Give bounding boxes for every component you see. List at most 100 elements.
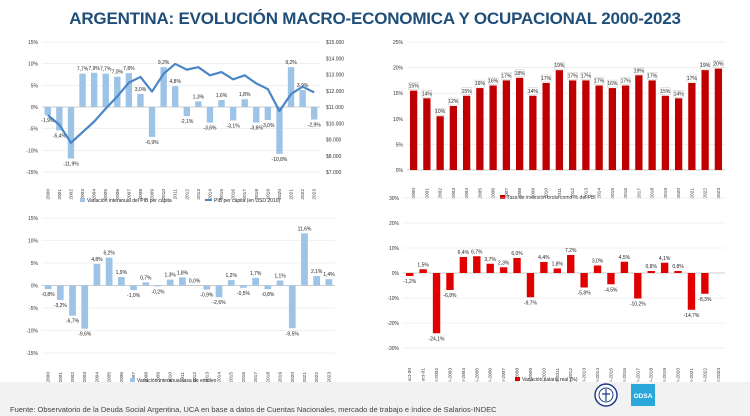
- bar: [486, 263, 494, 273]
- bar: [179, 277, 186, 286]
- x-tick-label: 2013: [196, 189, 202, 200]
- data-label: -11,9%: [63, 162, 79, 168]
- x-tick-label: 2008: [143, 372, 149, 383]
- data-label: 7,2%: [565, 248, 577, 254]
- data-label: -6,7%: [66, 319, 80, 325]
- data-label: 1,8%: [177, 270, 189, 276]
- x-tick-label: 2021: [689, 188, 695, 199]
- x-tick-label: II-2005: [474, 368, 480, 383]
- data-label: 6,4%: [458, 250, 470, 256]
- x-tick-label: II-2004: [461, 368, 467, 383]
- data-label: 18%: [515, 71, 526, 77]
- y-right-tick-label: $8.000: [326, 154, 342, 160]
- data-label-box: [686, 74, 697, 83]
- y-tick-label: -15%: [26, 351, 38, 357]
- x-tick-label: 2010: [161, 189, 167, 200]
- bar: [90, 72, 98, 107]
- x-tick-label: 2003: [451, 188, 457, 199]
- bar: [56, 107, 63, 131]
- series-line-pib-usd: [47, 62, 315, 144]
- bar: [449, 106, 458, 170]
- x-tick-label: 2014: [597, 188, 603, 199]
- x-tick-label: I-2003: [447, 368, 453, 382]
- bar: [183, 107, 190, 117]
- bar: [529, 95, 537, 170]
- bar: [195, 101, 202, 107]
- data-label: -9,5%: [286, 331, 300, 337]
- legend-label: Variación salario real (%): [522, 377, 578, 383]
- chart-tasa-empleo: 15% 10% 5% 0% -5% -10% -15% -0,8% -3,2% -6,7% -9,6…: [26, 216, 335, 384]
- data-label: 7,8%: [123, 66, 135, 72]
- y-tick-label: -10%: [387, 296, 399, 302]
- data-label-box: [448, 97, 459, 106]
- data-label: 19%: [700, 63, 711, 69]
- x-tick-label: 2009: [530, 188, 536, 199]
- bar: [299, 90, 306, 107]
- bar: [276, 280, 284, 286]
- svg-text:ODSA: ODSA: [634, 393, 653, 400]
- x-tick-label: II-2008: [515, 368, 521, 383]
- x-tick-label: II-2007: [501, 368, 507, 383]
- bar: [701, 70, 709, 170]
- data-label: 7,0%: [112, 70, 124, 76]
- y-tick-label: 10%: [28, 62, 39, 68]
- legend-label: Variación interanual del PIB per cápita: [87, 198, 172, 204]
- bar: [206, 107, 214, 123]
- data-label: -14,7%: [684, 313, 700, 319]
- x-tick-label: 2020: [676, 188, 682, 199]
- bar: [634, 273, 642, 299]
- data-label: -3,2%: [54, 303, 68, 309]
- bar: [499, 267, 508, 273]
- data-label: 15%: [462, 89, 473, 95]
- data-label: 17%: [541, 76, 552, 82]
- legend-label: Variación interanual tasa de empleo: [137, 378, 217, 384]
- data-label: 20%: [713, 62, 724, 68]
- bar: [593, 265, 602, 273]
- data-label: 6,2%: [103, 251, 115, 257]
- bar: [93, 263, 101, 286]
- x-tick-label: 2004: [464, 188, 470, 199]
- bar: [252, 277, 260, 286]
- data-label: -24,1%: [429, 336, 445, 342]
- data-label: -10,2%: [630, 302, 646, 308]
- data-label: 2,3%: [498, 260, 510, 266]
- bar: [515, 77, 524, 170]
- data-label-box: [474, 79, 485, 88]
- x-tick-label: 2017: [242, 189, 248, 200]
- x-tick-label: 2018: [254, 189, 260, 200]
- bar: [227, 280, 235, 286]
- x-tick-label: 2016: [231, 189, 237, 200]
- x-tick-label: 2005: [103, 189, 109, 200]
- data-label: 4,8%: [91, 257, 103, 263]
- data-label: 3,0%: [135, 87, 147, 93]
- bar: [423, 98, 431, 170]
- x-tick-label: 2000: [45, 189, 51, 200]
- y-tick-label: -30%: [387, 346, 399, 352]
- x-tick-label: 2002: [70, 372, 76, 383]
- bar: [166, 279, 174, 286]
- data-label: 1,5%: [417, 262, 429, 268]
- y-tick-label: 5%: [31, 83, 39, 89]
- y-tick-label: 10%: [389, 246, 400, 252]
- y-tick-label: 0%: [392, 271, 400, 277]
- data-label: -0,8%: [261, 292, 275, 298]
- data-label: 1,8%: [552, 262, 564, 268]
- x-tick-label: I-2023: [716, 368, 722, 382]
- data-label: 16%: [488, 79, 499, 85]
- bar: [473, 256, 481, 273]
- x-tick-label: II-2019: [662, 368, 668, 383]
- legend-swatch: [515, 377, 520, 381]
- x-tick-label: 2004: [94, 372, 100, 383]
- x-tick-label: 2018: [650, 188, 656, 199]
- x-tick-label: 2023: [326, 372, 332, 383]
- x-tick-label: 2001: [57, 189, 63, 200]
- x-tick-label: 2020: [290, 372, 296, 383]
- x-tick-label: II-2014: [595, 368, 601, 383]
- bar: [555, 70, 564, 170]
- bar: [67, 107, 75, 159]
- x-tick-label: 2004: [92, 189, 98, 200]
- bar: [462, 95, 471, 170]
- data-label: 15%: [660, 89, 671, 95]
- data-label: 3,7%: [485, 257, 497, 263]
- data-label: 12%: [448, 99, 459, 105]
